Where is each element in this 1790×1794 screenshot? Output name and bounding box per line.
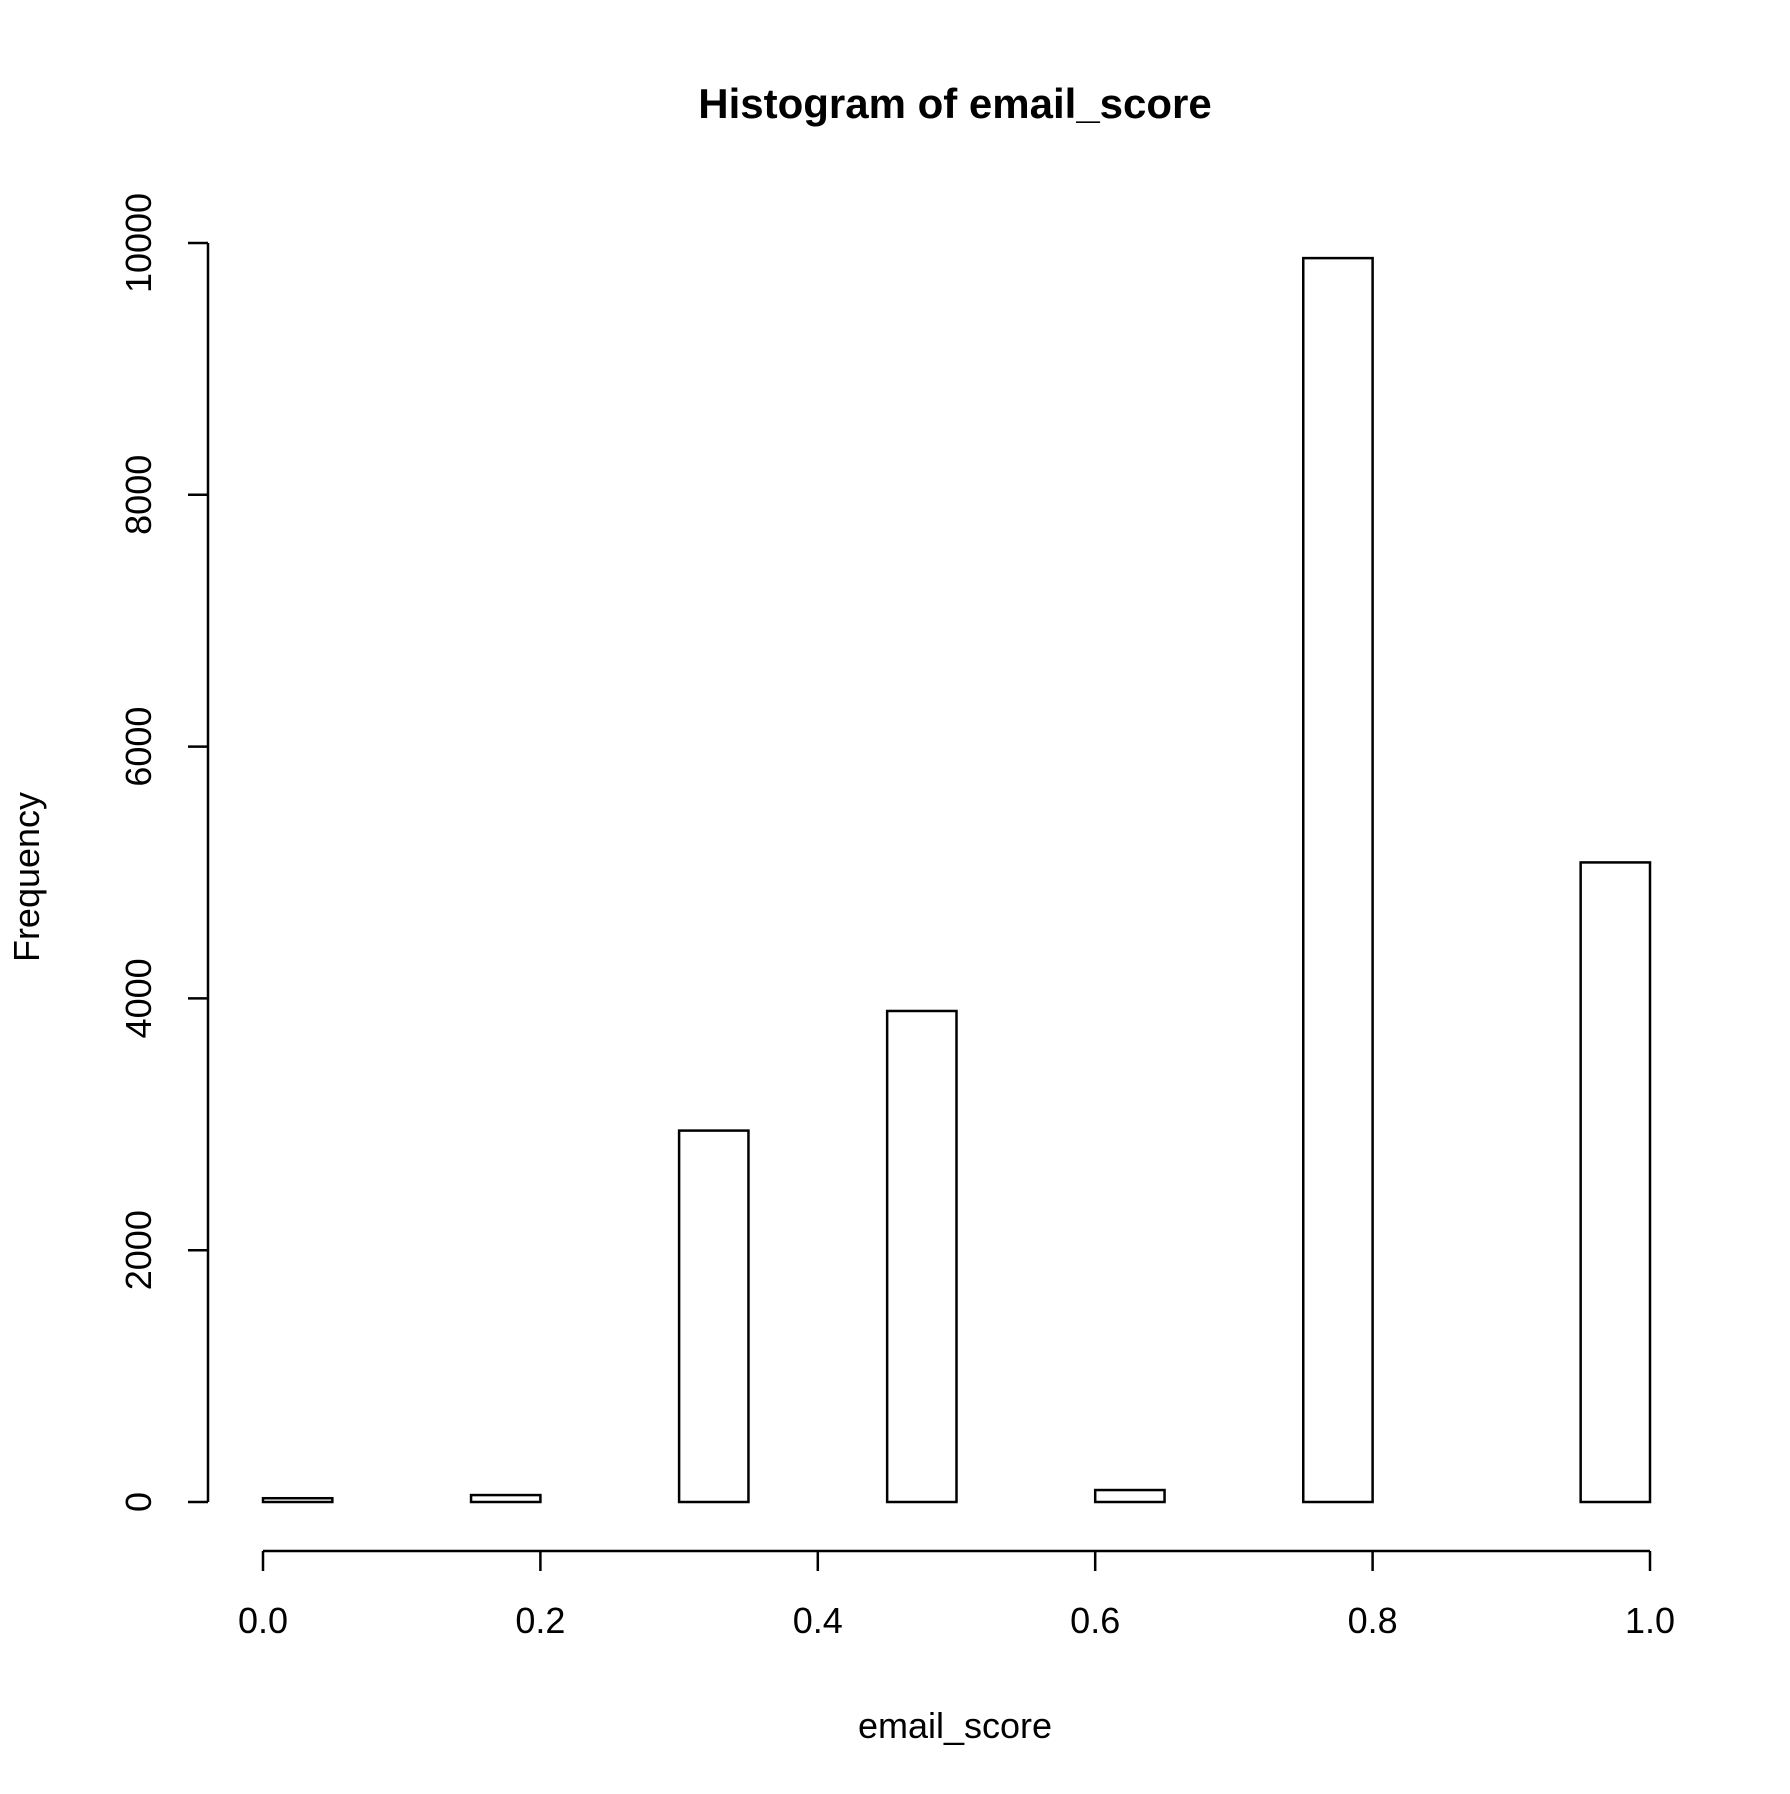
histogram-bar-15 — [1302, 256, 1374, 1504]
x-tick-label-3: 0.6 — [1070, 1600, 1120, 1641]
y-tick-label-1: 2000 — [118, 1210, 159, 1290]
y-tick-label-3: 6000 — [118, 707, 159, 787]
bars-group — [261, 256, 1652, 1504]
chart-title: Histogram of email_score — [698, 80, 1212, 127]
x-tick-label-4: 0.8 — [1348, 1600, 1398, 1641]
x-axis-title: email_score — [858, 1705, 1052, 1746]
y-tick-label-5: 10000 — [118, 193, 159, 293]
x-tick-label-1: 0.2 — [515, 1600, 565, 1641]
y-axis-title: Frequency — [6, 792, 47, 962]
x-tick-label-5: 1.0 — [1625, 1600, 1675, 1641]
histogram-bar-3 — [469, 1493, 542, 1504]
y-tick-label-2: 4000 — [118, 958, 159, 1038]
x-axis: 0.0 0.2 0.4 0.6 0.8 1.0 — [238, 1549, 1675, 1641]
histogram-bar-12 — [1093, 1488, 1166, 1504]
histogram-bar-19 — [1579, 861, 1652, 1504]
histogram-bar-0 — [261, 1496, 334, 1504]
y-tick-label-4: 8000 — [118, 455, 159, 535]
x-tick-label-2: 0.4 — [793, 1600, 843, 1641]
y-axis: 0 2000 4000 6000 8000 10000 — [118, 193, 210, 1512]
y-tick-label-0: 0 — [118, 1492, 159, 1512]
histogram-bar-9 — [885, 1009, 958, 1504]
histogram-bar-6 — [677, 1129, 750, 1504]
x-tick-label-0: 0.0 — [238, 1600, 288, 1641]
